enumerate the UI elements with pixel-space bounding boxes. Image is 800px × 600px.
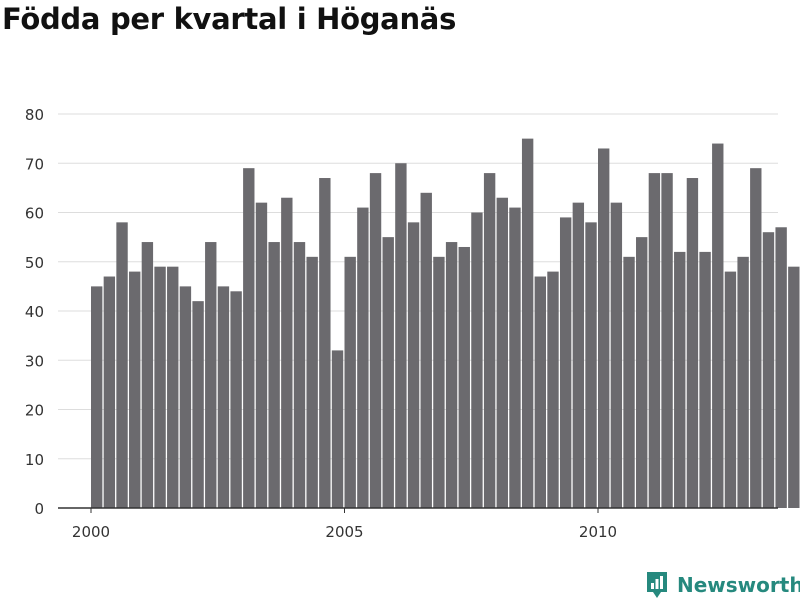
y-tick-label: 30 xyxy=(25,352,44,370)
bar xyxy=(699,251,711,508)
bar xyxy=(559,217,572,509)
bar xyxy=(192,301,204,508)
brand-logo[interactable]: Newsworthy xyxy=(645,570,800,600)
bar xyxy=(661,173,673,508)
bar xyxy=(116,222,128,508)
x-tick-label: 2005 xyxy=(325,523,363,541)
bar xyxy=(458,246,470,509)
bar xyxy=(598,148,610,509)
bar xyxy=(306,256,318,508)
bar xyxy=(788,266,800,508)
chart-title: Födda per kvartal i Höganäs xyxy=(2,2,457,36)
bar xyxy=(534,276,547,508)
bar xyxy=(750,168,762,509)
bar xyxy=(724,271,737,508)
y-tick-label: 60 xyxy=(25,205,44,223)
bar xyxy=(344,256,356,508)
bar xyxy=(623,256,635,508)
bar xyxy=(775,227,787,508)
y-tick-label: 20 xyxy=(25,402,44,420)
y-axis-ticks: 0 10 20 30 40 50 60 70 80 xyxy=(25,106,44,518)
y-tick-label: 80 xyxy=(25,106,44,124)
bar xyxy=(483,173,496,508)
bar xyxy=(382,237,394,509)
x-tick-label: 2010 xyxy=(579,523,617,541)
bar xyxy=(357,207,369,508)
bar xyxy=(243,168,255,509)
bar xyxy=(217,286,230,509)
y-tick-label: 40 xyxy=(25,303,44,321)
y-tick-label: 10 xyxy=(25,451,44,469)
bar xyxy=(167,266,179,508)
bar xyxy=(712,143,724,509)
bars xyxy=(91,138,800,509)
bar xyxy=(141,242,154,509)
bar xyxy=(319,178,331,508)
bar xyxy=(521,138,534,509)
bar xyxy=(91,286,103,509)
bar xyxy=(648,173,661,508)
bar xyxy=(496,197,508,509)
y-tick-label: 0 xyxy=(34,500,44,518)
bar xyxy=(293,242,306,509)
bar xyxy=(268,242,280,509)
brand-name: Newsworthy xyxy=(677,573,800,597)
bar xyxy=(585,222,597,508)
bar xyxy=(636,237,648,509)
bar xyxy=(420,192,432,509)
x-tick-label: 2000 xyxy=(72,523,110,541)
bar xyxy=(407,222,420,508)
bar xyxy=(547,271,559,508)
bar xyxy=(230,291,242,508)
bar xyxy=(179,286,192,509)
bar xyxy=(129,271,141,508)
bar xyxy=(762,232,775,508)
bar xyxy=(737,256,749,508)
bar xyxy=(686,178,699,508)
bar xyxy=(331,350,344,508)
bar xyxy=(103,276,116,508)
bar xyxy=(395,163,407,508)
bar xyxy=(445,242,458,509)
y-tick-label: 70 xyxy=(25,155,44,173)
bar xyxy=(572,202,585,508)
bar xyxy=(433,256,445,508)
bar xyxy=(255,202,268,508)
y-tick-label: 50 xyxy=(25,254,44,272)
newsworthy-logo-icon xyxy=(647,572,667,598)
x-axis-ticks: 200020052010201520202025 xyxy=(58,507,778,541)
bar xyxy=(674,251,686,508)
bar xyxy=(154,266,166,508)
bar xyxy=(205,242,217,509)
bar xyxy=(369,173,382,508)
bar xyxy=(509,207,521,508)
bar xyxy=(610,202,623,508)
bar xyxy=(281,197,293,509)
bar xyxy=(471,212,483,508)
